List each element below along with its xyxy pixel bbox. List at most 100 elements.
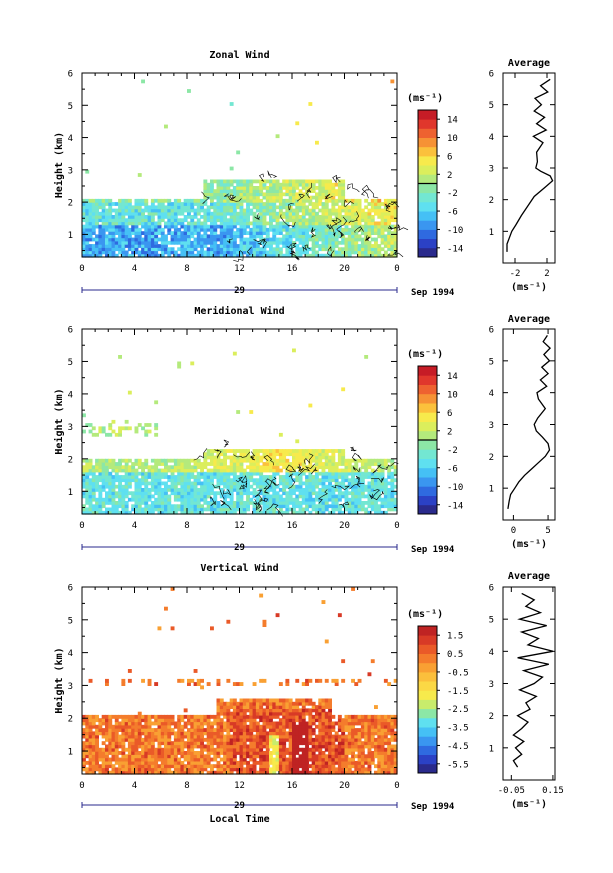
- heatmap-cell: [111, 221, 116, 226]
- heatmap-cell: [141, 494, 145, 499]
- heatmap-cell: [210, 471, 214, 476]
- heatmap-cell: [226, 724, 231, 729]
- heatmap-cell: [344, 224, 349, 229]
- heatmap-cell: [265, 510, 270, 515]
- heatmap-cell: [308, 475, 313, 479]
- heatmap-cell: [223, 491, 227, 496]
- heatmap-cell: [305, 721, 309, 726]
- heatmap-cell: [337, 471, 342, 476]
- heatmap-cell: [341, 475, 346, 479]
- heatmap-cell: [393, 484, 398, 489]
- heatmap-cell: [292, 764, 296, 769]
- heatmap-cell: [272, 698, 277, 703]
- heatmap-cell: [108, 731, 113, 736]
- heatmap-cell: [170, 751, 175, 755]
- heatmap-cell: [108, 475, 113, 479]
- heatmap-cell: [278, 744, 283, 749]
- heatmap-cell: [311, 757, 316, 762]
- heatmap-cell: [173, 754, 178, 759]
- heatmap-cell: [275, 510, 280, 515]
- heatmap-cell: [334, 198, 339, 203]
- heatmap-cell: [285, 708, 290, 713]
- heatmap-cell: [387, 481, 392, 486]
- heatmap-cell: [219, 465, 224, 470]
- heatmap-cell: [105, 465, 109, 470]
- heatmap-cell: [223, 478, 227, 483]
- heatmap-cell: [131, 767, 136, 772]
- heatmap-cell: [311, 744, 316, 749]
- heatmap-cell: [216, 465, 221, 470]
- heatmap-cell: [374, 481, 378, 486]
- heatmap-cell: [82, 198, 86, 203]
- heatmap-cell: [216, 698, 221, 703]
- heatmap-cell: [252, 244, 257, 248]
- heatmap-cell: [390, 458, 395, 463]
- heatmap-cell: [114, 475, 119, 479]
- heatmap-cell: [160, 237, 165, 242]
- heatmap-cell: [282, 234, 287, 239]
- heatmap-cell: [226, 475, 231, 479]
- heatmap-cell: [272, 497, 277, 502]
- heatmap-cell: [272, 478, 277, 483]
- heatmap-cell: [305, 218, 309, 223]
- heatmap-cell: [223, 192, 227, 197]
- heatmap-cell: [167, 221, 172, 226]
- heatmap-cell: [164, 770, 168, 775]
- heatmap-cell: [210, 747, 214, 752]
- heatmap-cell: [111, 491, 116, 496]
- heatmap-cell: [232, 718, 237, 723]
- heatmap-cell: [367, 488, 372, 492]
- heatmap-cell: [226, 737, 231, 742]
- heatmap-cell: [288, 501, 293, 505]
- heatmap-cell: [357, 497, 362, 502]
- date-month-year-label: Sep 1994: [411, 545, 455, 555]
- heatmap-cell: [114, 227, 119, 232]
- heatmap-cell: [259, 737, 264, 742]
- colorbar-segment: [418, 412, 437, 422]
- heatmap-cell: [164, 244, 168, 248]
- average-y-tick-label: 1: [489, 485, 494, 495]
- heatmap-cell: [308, 227, 313, 232]
- colorbar-tick-label: -2: [447, 189, 458, 199]
- heatmap-cell: [259, 698, 264, 703]
- heatmap-cell: [328, 449, 332, 453]
- average-y-tick-label: 2: [489, 196, 494, 206]
- heatmap-cell: [160, 488, 165, 492]
- heatmap-cell: [95, 475, 99, 479]
- heatmap-cell: [150, 218, 155, 223]
- heatmap-cell: [265, 468, 270, 473]
- heatmap-cell: [121, 478, 126, 483]
- heatmap-cell: [180, 714, 185, 719]
- heatmap-cell: [360, 488, 365, 492]
- heatmap-cell: [206, 237, 211, 242]
- heatmap-cell: [88, 429, 93, 434]
- heatmap-cell: [101, 760, 106, 765]
- heatmap-cell: [331, 192, 336, 197]
- heatmap-cell: [157, 247, 162, 252]
- heatmap-cell: [203, 250, 208, 255]
- heatmap-cell: [210, 218, 214, 223]
- heatmap-cell: [91, 471, 96, 476]
- heatmap-cell: [167, 757, 172, 762]
- heatmap-cell: [242, 770, 247, 775]
- heatmap-cell: [210, 186, 214, 190]
- heatmap-cell: [275, 237, 280, 242]
- heatmap-cell: [223, 186, 227, 190]
- heatmap-cell: [262, 192, 267, 197]
- heatmap-cell: [196, 767, 201, 772]
- heatmap-cell: [246, 458, 250, 463]
- heatmap-cell: [167, 484, 172, 489]
- heatmap-cell: [311, 227, 316, 232]
- heatmap-cell: [282, 182, 287, 187]
- heatmap-cell: [344, 221, 349, 226]
- heatmap-cell: [249, 734, 254, 739]
- colorbar-segment: [418, 504, 437, 515]
- heatmap-cell: [249, 211, 254, 216]
- colorbar-segment: [418, 458, 437, 469]
- heatmap-cell: [216, 724, 221, 729]
- heatmap-cell: [315, 754, 319, 759]
- heatmap-cell: [380, 481, 385, 486]
- heatmap-cell: [114, 770, 119, 775]
- heatmap-cell: [88, 478, 93, 483]
- heatmap-cell: [127, 198, 132, 203]
